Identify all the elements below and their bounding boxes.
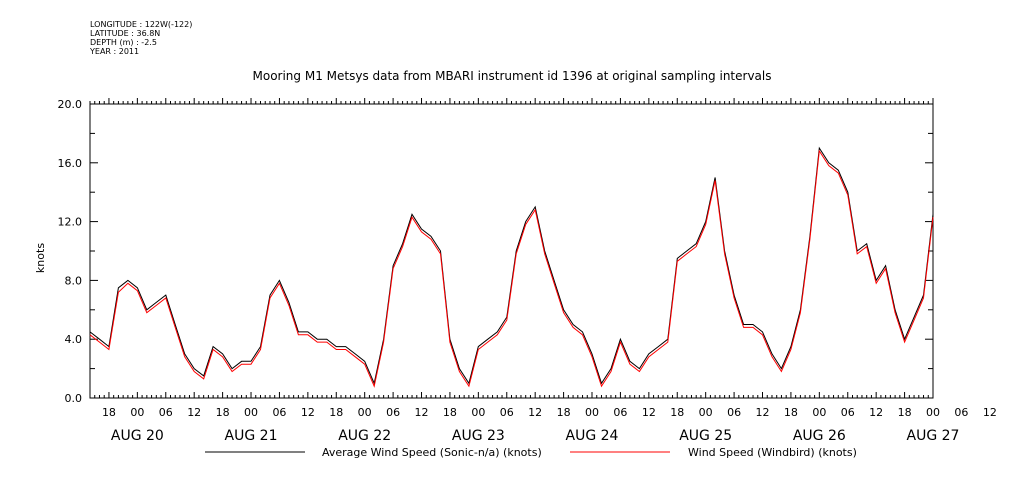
y-tick-label: 4.0	[65, 333, 83, 346]
hour-tick-label: 00	[244, 406, 258, 419]
y-tick-label: 12.0	[58, 216, 83, 229]
date-label: AUG 23	[452, 428, 505, 444]
date-label: AUG 21	[225, 428, 278, 444]
hour-tick-label: 18	[670, 406, 684, 419]
legend-label-sonic: Average Wind Speed (Sonic-n/a) (knots)	[322, 446, 542, 459]
hour-tick-label: 18	[557, 406, 571, 419]
hour-tick-label: 18	[329, 406, 343, 419]
year-label: YEAR : 2011	[90, 47, 140, 56]
y-tick-label: 8.0	[65, 274, 83, 287]
x-axis: 18 00 06 12 18 00 06 12 18 00 06 12 18 00 06 12 18 00 06 12…	[89, 98, 997, 444]
date-label: AUG 27	[907, 428, 960, 444]
date-label: AUG 24	[566, 428, 619, 444]
hour-tick-label: 00	[358, 406, 372, 419]
latitude-label: LATITUDE : 36.8N	[90, 29, 161, 38]
hour-tick-label: 00	[812, 406, 826, 419]
hour-tick-label: 00	[130, 406, 144, 419]
hour-tick-label: 12	[756, 406, 770, 419]
hour-tick-label: 00	[926, 406, 940, 419]
date-label: AUG 26	[793, 428, 846, 444]
hour-tick-label: 06	[159, 406, 173, 419]
hour-tick-label: 06	[272, 406, 286, 419]
y-tick-label: 16.0	[58, 157, 83, 170]
hour-tick-label: 00	[699, 406, 713, 419]
hour-tick-label: 18	[216, 406, 230, 419]
hour-tick-label: 06	[841, 406, 855, 419]
hour-tick-label: 12	[642, 406, 656, 419]
legend: Average Wind Speed (Sonic-n/a) (knots) W…	[205, 446, 857, 459]
hour-tick-label: 18	[443, 406, 457, 419]
hour-tick-label: 18	[898, 406, 912, 419]
depth-label: DEPTH (m) : -2.5	[90, 38, 157, 47]
y-tick-label: 20.0	[58, 98, 83, 111]
chart-title: Mooring M1 Metsys data from MBARI instru…	[253, 69, 772, 83]
hour-tick-label: 06	[386, 406, 400, 419]
y-tick-label: 0.0	[65, 392, 83, 405]
hour-tick-label: 00	[471, 406, 485, 419]
hour-tick-label: 18	[102, 406, 116, 419]
longitude-label: LONGITUDE : 122W(-122)	[90, 20, 193, 29]
hour-tick-label: 06	[500, 406, 514, 419]
hour-tick-label: 12	[187, 406, 201, 419]
hour-tick-label: 12	[415, 406, 429, 419]
plot-frame	[89, 103, 934, 399]
date-label: AUG 22	[338, 428, 391, 444]
date-label: AUG 20	[111, 428, 164, 444]
hour-tick-label: 12	[869, 406, 883, 419]
hour-tick-label: 06	[727, 406, 741, 419]
y-axis-label: knots	[34, 243, 47, 273]
date-label: AUG 25	[679, 428, 732, 444]
hour-tick-label: 12	[301, 406, 315, 419]
hour-tick-label: 06	[613, 406, 627, 419]
hour-tick-label: 06	[954, 406, 968, 419]
series-line-windbird	[89, 149, 934, 388]
y-axis: 0.0 4.0 8.0 12.0 16.0 20.0	[58, 98, 933, 405]
hour-tick-label: 12	[528, 406, 542, 419]
hour-tick-label: 00	[585, 406, 599, 419]
series-layer	[89, 146, 934, 388]
metadata-block: LONGITUDE : 122W(-122) LATITUDE : 36.8N …	[90, 20, 192, 56]
hour-tick-label: 18	[784, 406, 798, 419]
hour-tick-label: 12	[983, 406, 997, 419]
legend-label-windbird: Wind Speed (Windbird) (knots)	[688, 446, 857, 459]
